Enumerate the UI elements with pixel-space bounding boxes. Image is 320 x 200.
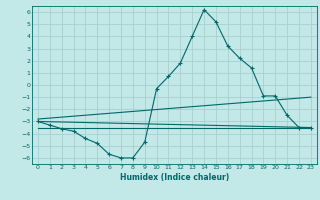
X-axis label: Humidex (Indice chaleur): Humidex (Indice chaleur) xyxy=(120,173,229,182)
